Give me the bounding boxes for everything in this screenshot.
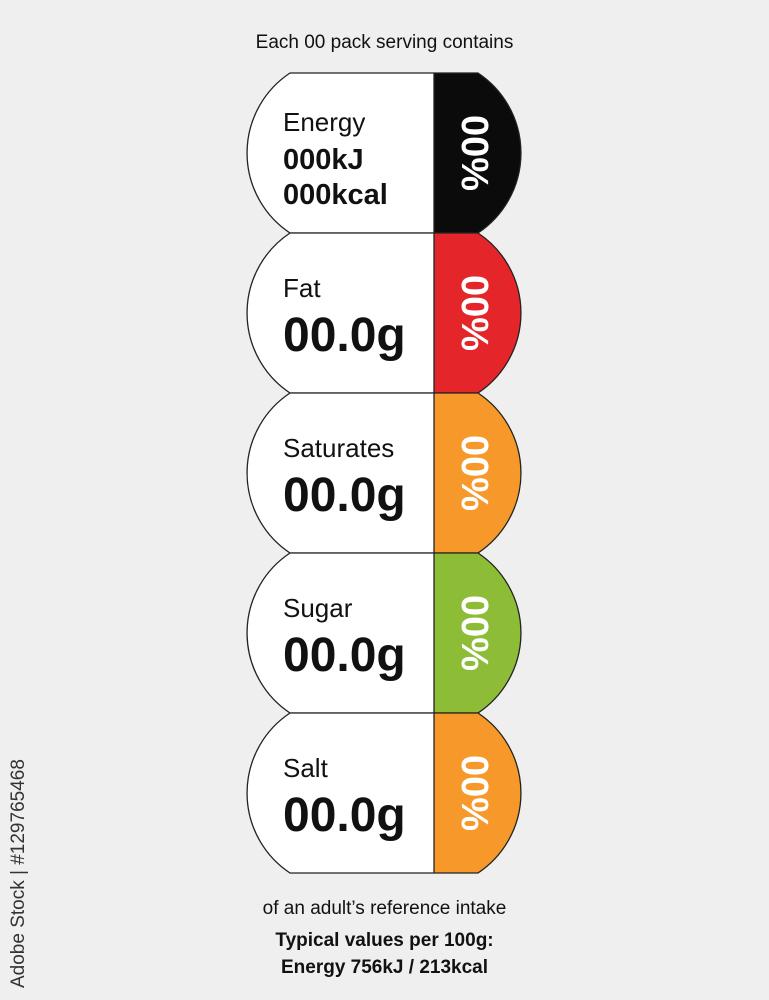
percent-reference-intake: 00% xyxy=(453,275,495,351)
nutrient-name: Saturates xyxy=(283,433,394,463)
nutrient-name: Salt xyxy=(283,753,329,783)
reference-intake-note: of an adult’s reference intake xyxy=(262,898,507,919)
nutrient-value: 00.0g xyxy=(283,629,406,682)
nutrient-block-fat: Fat 00.0g 00% xyxy=(246,232,522,394)
nutrient-value: 00.0g xyxy=(283,309,406,362)
percent-reference-intake: 00% xyxy=(453,755,495,831)
watermark: Adobe Stock | #129765468 xyxy=(8,759,29,988)
typical-values-title: Typical values per 100g: xyxy=(275,930,494,951)
typical-values-energy: Energy 756kJ / 213kcal xyxy=(280,957,489,978)
nutrient-name: Sugar xyxy=(283,593,353,623)
nutrient-block-sugar: Sugar 00.0g 00% xyxy=(246,552,522,714)
nutrient-block-saturates: Saturates 00.0g 00% xyxy=(246,392,522,554)
energy-value: 000kJ xyxy=(283,144,364,176)
nutrient-block-salt: Salt 00.0g 00% xyxy=(246,712,522,874)
percent-reference-intake: 00% xyxy=(453,115,495,191)
percent-reference-intake: 00% xyxy=(453,595,495,671)
nutrient-value: 00.0g xyxy=(283,789,406,842)
nutrient-name: Energy xyxy=(283,107,365,137)
percent-reference-intake: 00% xyxy=(453,435,495,511)
nutrient-value: 00.0g xyxy=(283,469,406,522)
nutrient-name: Fat xyxy=(283,273,321,303)
serving-header: Each 00 pack serving contains xyxy=(255,32,514,53)
energy-value: 000kcal xyxy=(283,179,388,211)
